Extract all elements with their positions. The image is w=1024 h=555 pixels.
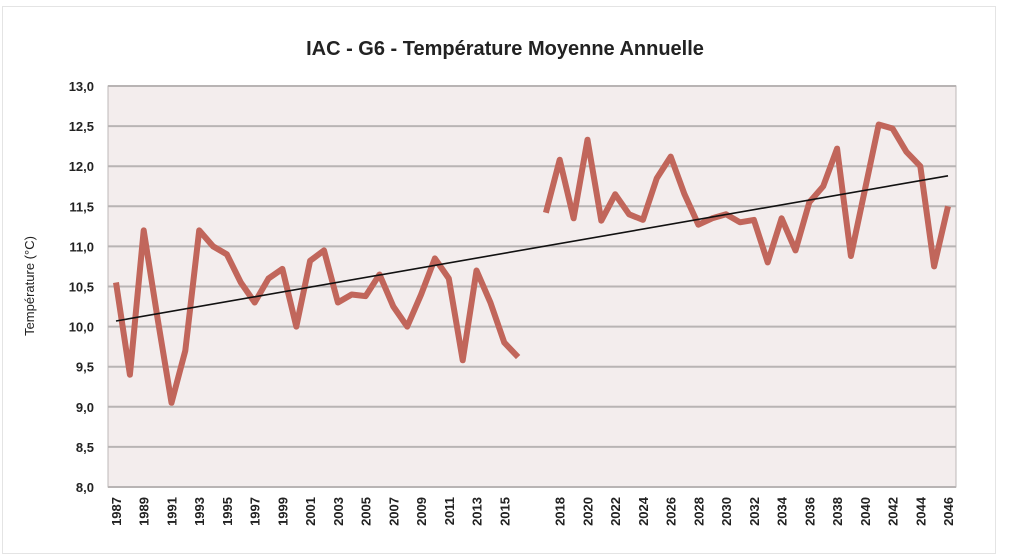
x-tick-label: 1987 bbox=[109, 497, 124, 526]
x-tick-label: 2030 bbox=[719, 497, 734, 526]
x-tick-label: 1991 bbox=[164, 497, 179, 526]
x-tick-label: 2046 bbox=[941, 497, 956, 526]
y-tick-label: 12,0 bbox=[69, 159, 94, 174]
x-tick-label: 2044 bbox=[913, 496, 928, 526]
x-tick-label: 2007 bbox=[386, 497, 401, 526]
x-tick-label: 2026 bbox=[664, 497, 679, 526]
x-tick-label: 1989 bbox=[137, 497, 152, 526]
x-tick-label: 2038 bbox=[830, 497, 845, 526]
x-tick-label: 2034 bbox=[775, 496, 790, 526]
y-tick-label: 9,5 bbox=[76, 360, 94, 375]
y-tick-label: 10,5 bbox=[69, 280, 94, 295]
trend-line bbox=[115, 175, 949, 322]
x-tick-label: 2015 bbox=[497, 497, 512, 526]
x-tick-label: 2013 bbox=[470, 497, 485, 526]
y-tick-label: 8,5 bbox=[76, 440, 94, 455]
x-tick-label: 2005 bbox=[359, 497, 374, 526]
x-tick-label: 2018 bbox=[553, 497, 568, 526]
x-tick-label: 1993 bbox=[192, 497, 207, 526]
x-tick-label: 2042 bbox=[886, 497, 901, 526]
temperature-series-line bbox=[113, 121, 951, 406]
x-tick-label: 1999 bbox=[275, 497, 290, 526]
y-tick-label: 13,0 bbox=[69, 79, 94, 94]
y-tick-label: 9,0 bbox=[76, 400, 94, 415]
y-axis-label: Température (°C) bbox=[22, 236, 37, 336]
x-tick-label: 2032 bbox=[747, 497, 762, 526]
x-tick-label: 2028 bbox=[691, 497, 706, 526]
x-tick-label: 2024 bbox=[636, 496, 651, 526]
x-tick-label: 2020 bbox=[580, 497, 595, 526]
y-tick-label: 10,0 bbox=[69, 320, 94, 335]
y-tick-label: 11,0 bbox=[69, 239, 94, 254]
x-tick-label: 2001 bbox=[303, 497, 318, 526]
x-tick-label: 2040 bbox=[858, 497, 873, 526]
x-tick-label: 2022 bbox=[608, 497, 623, 526]
y-tick-label: 11,5 bbox=[69, 199, 94, 214]
chart-title: IAC - G6 - Température Moyenne Annuelle bbox=[306, 38, 704, 60]
x-tick-label: 2036 bbox=[802, 497, 817, 526]
x-tick-label: 2011 bbox=[442, 497, 457, 525]
x-tick-label: 2009 bbox=[414, 497, 429, 526]
y-tick-label: 12,5 bbox=[69, 119, 94, 134]
x-tick-label: 1997 bbox=[248, 497, 263, 526]
x-tick-label: 1995 bbox=[220, 497, 235, 526]
y-tick-label: 8,0 bbox=[76, 480, 94, 495]
x-tick-label: 2003 bbox=[331, 497, 346, 526]
